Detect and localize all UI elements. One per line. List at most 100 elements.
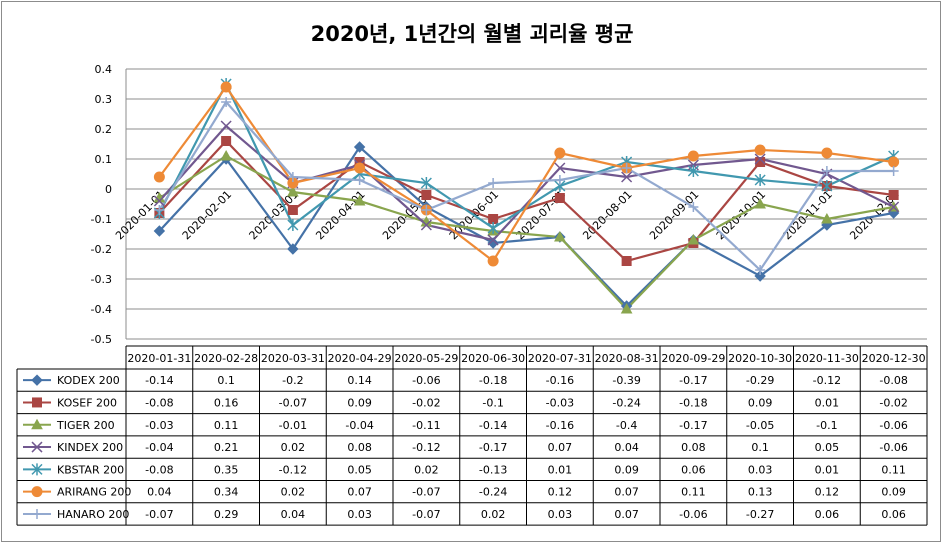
table-cell: -0.16 bbox=[546, 419, 574, 432]
table-cell: 0.07 bbox=[614, 486, 639, 499]
legend-marker-kodex bbox=[31, 374, 43, 386]
table-cell: -0.24 bbox=[479, 486, 507, 499]
table-cell: 0.04 bbox=[281, 508, 306, 521]
series-line-hanaro bbox=[158, 100, 894, 272]
table-cell: -0.02 bbox=[879, 396, 907, 409]
table-cell: 0.35 bbox=[214, 463, 239, 476]
table-cell: 0.02 bbox=[281, 441, 306, 454]
data-point-kosef bbox=[888, 190, 899, 200]
data-point-hanaro bbox=[621, 163, 632, 173]
data-point-kindex bbox=[621, 171, 633, 183]
data-point-hanaro bbox=[354, 175, 365, 185]
table-cell: -0.17 bbox=[679, 419, 707, 432]
table-cell: 0.02 bbox=[481, 508, 506, 521]
legend-label-tiger: TIGER 200 bbox=[56, 419, 115, 432]
legend-marker-tiger bbox=[31, 418, 43, 430]
legend-label-hanaro: HANARO 200 bbox=[57, 508, 129, 521]
table-cell: -0.18 bbox=[679, 396, 707, 409]
table-cell: 0.08 bbox=[347, 441, 372, 454]
table-cell: -0.12 bbox=[813, 374, 841, 387]
table-cell: 0.1 bbox=[751, 441, 769, 454]
data-point-arirang bbox=[554, 147, 566, 159]
table-cell: -0.1 bbox=[816, 419, 837, 432]
series-line-kodex bbox=[158, 145, 894, 308]
table-cell: -0.04 bbox=[345, 419, 373, 432]
table-cell: 0.16 bbox=[214, 396, 239, 409]
table-header-cell: 2020-02-28 bbox=[194, 352, 258, 365]
legend-marker-kbstar bbox=[31, 463, 43, 476]
y-tick-label: -0.3 bbox=[91, 273, 112, 286]
data-point-hanaro bbox=[888, 166, 899, 176]
data-point-hanaro bbox=[821, 166, 832, 176]
data-point-hanaro bbox=[154, 205, 165, 215]
table-cell: -0.18 bbox=[479, 374, 507, 387]
table-cell: -0.11 bbox=[412, 419, 440, 432]
table-cell: 0.01 bbox=[548, 463, 573, 476]
table-cell: -0.27 bbox=[746, 508, 774, 521]
table-cell: -0.01 bbox=[279, 419, 307, 432]
data-point-kindex bbox=[487, 234, 499, 246]
data-point-kodex bbox=[287, 243, 299, 255]
chart-title: 2020년, 1년간의 월별 괴리율 평균 bbox=[310, 22, 634, 46]
table-cell: -0.06 bbox=[879, 441, 907, 454]
data-point-hanaro bbox=[755, 265, 766, 275]
table-cell: 0.12 bbox=[548, 486, 573, 499]
data-point-arirang bbox=[153, 171, 165, 183]
data-point-arirang bbox=[821, 147, 833, 159]
data-point-tiger bbox=[687, 233, 700, 245]
data-point-arirang bbox=[888, 156, 900, 168]
data-point-kbstar bbox=[420, 177, 432, 189]
data-point-tiger bbox=[620, 302, 633, 314]
table-cell: 0.09 bbox=[614, 463, 639, 476]
y-tick-label: 0.3 bbox=[95, 93, 113, 106]
table-cell: -0.06 bbox=[412, 374, 440, 387]
data-point-kindex bbox=[153, 195, 165, 207]
table-cell: -0.06 bbox=[679, 508, 707, 521]
data-point-kodex bbox=[153, 225, 166, 237]
legend-label-arirang: ARIRANG 200 bbox=[57, 486, 131, 499]
data-point-hanaro bbox=[421, 205, 432, 215]
table-header-cell: 2020-07-31 bbox=[528, 352, 592, 365]
data-point-kindex bbox=[888, 201, 900, 213]
table-cell: -0.07 bbox=[279, 396, 307, 409]
data-point-kodex bbox=[487, 237, 499, 249]
table-cell: 0.07 bbox=[614, 508, 639, 521]
y-tick-label: -0.2 bbox=[91, 243, 112, 256]
data-point-hanaro bbox=[287, 172, 298, 182]
table-cell: -0.03 bbox=[546, 396, 574, 409]
data-point-kindex bbox=[220, 120, 232, 132]
table-cell: -0.14 bbox=[479, 419, 507, 432]
data-point-arirang bbox=[687, 150, 699, 162]
y-tick-label: -0.5 bbox=[91, 333, 112, 346]
y-tick-label: 0.2 bbox=[95, 123, 113, 136]
table-cell: 0.06 bbox=[881, 508, 906, 521]
data-point-arirang bbox=[220, 81, 232, 93]
table-cell: 0.01 bbox=[815, 463, 840, 476]
data-point-kbstar bbox=[687, 165, 699, 177]
legend-marker-kindex bbox=[31, 441, 43, 453]
table-cell: -0.4 bbox=[616, 419, 637, 432]
data-point-kbstar bbox=[287, 219, 299, 231]
legend-label-kosef: KOSEF 200 bbox=[57, 396, 117, 409]
table-cell: -0.08 bbox=[145, 463, 173, 476]
data-point-arirang bbox=[754, 144, 766, 156]
y-tick-label: 0.4 bbox=[95, 63, 113, 76]
table-cell: 0.09 bbox=[748, 396, 773, 409]
table-header-cell: 2020-04-29 bbox=[328, 352, 392, 365]
y-tick-label: -0.4 bbox=[91, 303, 112, 316]
table-cell: 0.07 bbox=[347, 486, 372, 499]
table-cell: -0.13 bbox=[479, 463, 507, 476]
table-cell: -0.03 bbox=[145, 419, 173, 432]
table-cell: 0.01 bbox=[815, 396, 840, 409]
y-tick-label: 0.1 bbox=[95, 153, 113, 166]
table-cell: 0.11 bbox=[881, 463, 906, 476]
x-tick-label: 2020-02-01 bbox=[180, 188, 234, 242]
table-cell: 0.06 bbox=[815, 508, 840, 521]
table-cell: 0.04 bbox=[614, 441, 639, 454]
table-cell: -0.04 bbox=[145, 441, 173, 454]
table-cell: -0.17 bbox=[479, 441, 507, 454]
table-cell: -0.17 bbox=[679, 374, 707, 387]
series-line-tiger bbox=[158, 154, 894, 311]
table-cell: 0.13 bbox=[748, 486, 773, 499]
